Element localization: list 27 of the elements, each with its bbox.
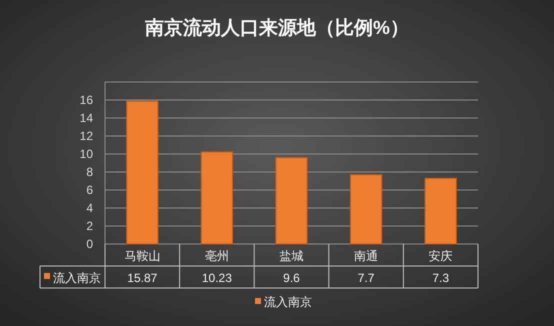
bar (126, 100, 158, 244)
x-tick-label: 南通 (354, 249, 378, 263)
y-tick-label: 16 (80, 93, 94, 107)
y-tick-label: 0 (86, 237, 94, 251)
x-tick-label: 亳州 (204, 249, 229, 263)
x-tick-label: 马鞍山 (124, 249, 160, 263)
x-tick-label: 盐城 (280, 249, 304, 263)
text: 流入南京 (264, 295, 312, 309)
y-tick-label: 2 (86, 219, 94, 233)
data-label: 9.6 (283, 271, 300, 285)
x-tick-label: 安庆 (428, 249, 453, 263)
y-tick-label: 14 (80, 111, 94, 125)
bar (350, 174, 382, 244)
chart-title: 南京流动人口来源地（比例%） (144, 17, 409, 39)
bar (200, 151, 234, 244)
data-label: 7.3 (432, 271, 450, 285)
data-label: 7.7 (358, 271, 375, 285)
y-tick-label: 4 (86, 201, 94, 215)
y-tick-label: 8 (86, 165, 94, 179)
y-tick-label: 6 (86, 183, 94, 197)
bar (424, 178, 457, 244)
bar (275, 157, 308, 244)
text: 流入南京 (53, 271, 101, 285)
data-label: 10.23 (202, 271, 232, 285)
data-label: 15.87 (127, 271, 158, 285)
y-tick-label: 12 (80, 129, 94, 143)
y-tick-label: 10 (80, 147, 94, 161)
